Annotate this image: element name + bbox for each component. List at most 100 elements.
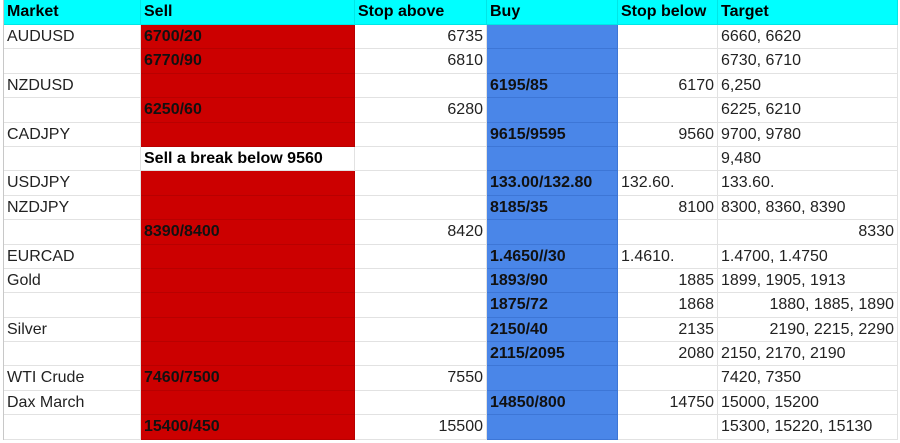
cell-buy[interactable] [487, 49, 618, 74]
cell-market[interactable] [4, 146, 141, 172]
cell-market[interactable]: Silver [4, 317, 141, 343]
cell-stop-below[interactable] [618, 220, 718, 245]
cell-stop-below[interactable]: 2080 [618, 342, 718, 367]
cell-target[interactable]: 6730, 6710 [718, 49, 898, 74]
cell-market[interactable] [4, 49, 141, 74]
cell-sell[interactable]: 8390/8400 [141, 220, 355, 245]
cell-target[interactable]: 2150, 2170, 2190 [718, 342, 898, 367]
header-stop-below[interactable]: Stop below [618, 0, 718, 25]
cell-target[interactable]: 2190, 2215, 2290 [718, 317, 898, 343]
cell-sell[interactable] [141, 342, 355, 367]
cell-sell[interactable] [141, 171, 355, 196]
cell-market[interactable] [4, 98, 141, 123]
cell-stop-below[interactable]: 9560 [618, 122, 718, 147]
cell-target[interactable]: 15000, 15200 [718, 390, 898, 416]
cell-target[interactable]: 1880, 1885, 1890 [718, 293, 898, 318]
cell-stop-below[interactable]: 132.60. [618, 171, 718, 196]
cell-target[interactable]: 9700, 9780 [718, 122, 898, 147]
cell-market[interactable]: NZDJPY [4, 195, 141, 221]
cell-target[interactable]: 15300, 15220, 15130 [718, 415, 898, 440]
cell-market[interactable]: CADJPY [4, 122, 141, 147]
header-target[interactable]: Target [718, 0, 898, 25]
cell-buy[interactable]: 2115/2095 [487, 342, 618, 367]
cell-target[interactable]: 133.60. [718, 171, 898, 196]
cell-sell[interactable]: 6250/60 [141, 98, 355, 123]
cell-buy[interactable]: 1875/72 [487, 293, 618, 318]
cell-buy[interactable]: 1.4650//30 [487, 244, 618, 269]
cell-stop-above[interactable]: 6735 [355, 25, 487, 50]
cell-stop-above[interactable] [355, 342, 487, 367]
cell-buy[interactable] [487, 98, 618, 123]
cell-buy[interactable]: 133.00/132.80 [487, 171, 618, 196]
cell-sell[interactable] [141, 122, 355, 147]
cell-stop-above[interactable] [355, 244, 487, 269]
header-market[interactable]: Market [4, 0, 141, 25]
header-stop-above[interactable]: Stop above [355, 0, 487, 25]
cell-sell[interactable] [141, 390, 355, 416]
cell-stop-below[interactable] [618, 98, 718, 123]
cell-target[interactable]: 9,480 [718, 146, 898, 172]
cell-sell[interactable] [141, 244, 355, 269]
cell-stop-above[interactable] [355, 293, 487, 318]
cell-market[interactable] [4, 293, 141, 318]
cell-buy[interactable]: 6195/85 [487, 73, 618, 99]
cell-stop-below[interactable]: 8100 [618, 195, 718, 221]
cell-stop-above[interactable]: 8420 [355, 220, 487, 245]
cell-stop-below[interactable]: 2135 [618, 317, 718, 343]
cell-stop-above[interactable] [355, 122, 487, 147]
cell-buy[interactable]: 8185/35 [487, 195, 618, 221]
cell-stop-below[interactable] [618, 25, 718, 50]
cell-market[interactable]: Gold [4, 268, 141, 294]
cell-sell[interactable]: 6770/90 [141, 49, 355, 74]
cell-buy[interactable] [487, 220, 618, 245]
cell-market[interactable]: WTI Crude [4, 366, 141, 391]
cell-market[interactable]: USDJPY [4, 171, 141, 196]
cell-sell[interactable] [141, 293, 355, 318]
cell-stop-above[interactable] [355, 171, 487, 196]
cell-target[interactable]: 8330 [718, 220, 898, 245]
cell-target[interactable]: 1.4700, 1.4750 [718, 244, 898, 269]
cell-buy[interactable] [487, 146, 618, 172]
cell-buy[interactable] [487, 25, 618, 50]
cell-target[interactable]: 6225, 6210 [718, 98, 898, 123]
cell-stop-below[interactable] [618, 49, 718, 74]
cell-market[interactable]: NZDUSD [4, 73, 141, 99]
cell-target[interactable]: 6,250 [718, 73, 898, 99]
header-sell[interactable]: Sell [141, 0, 355, 25]
cell-market[interactable] [4, 415, 141, 440]
cell-sell[interactable]: 6700/20 [141, 25, 355, 50]
cell-target[interactable]: 1899, 1905, 1913 [718, 268, 898, 294]
cell-market[interactable]: EURCAD [4, 244, 141, 269]
cell-buy[interactable]: 2150/40 [487, 317, 618, 343]
cell-market[interactable]: AUDUSD [4, 25, 141, 50]
cell-stop-above[interactable] [355, 317, 487, 343]
cell-sell[interactable]: 15400/450 [141, 415, 355, 440]
cell-stop-above[interactable]: 6810 [355, 49, 487, 74]
cell-sell[interactable] [141, 268, 355, 294]
cell-sell[interactable] [141, 73, 355, 99]
cell-buy[interactable] [487, 366, 618, 391]
cell-stop-above[interactable]: 15500 [355, 415, 487, 440]
cell-stop-above[interactable] [355, 73, 487, 99]
cell-buy[interactable]: 1893/90 [487, 268, 618, 294]
cell-buy[interactable]: 14850/800 [487, 390, 618, 416]
cell-stop-above[interactable]: 7550 [355, 366, 487, 391]
cell-sell[interactable] [141, 317, 355, 343]
cell-stop-below[interactable]: 1885 [618, 268, 718, 294]
cell-stop-above[interactable] [355, 268, 487, 294]
cell-stop-below[interactable]: 1868 [618, 293, 718, 318]
cell-stop-below[interactable] [618, 415, 718, 440]
cell-target[interactable]: 6660, 6620 [718, 25, 898, 50]
cell-stop-above[interactable]: 6280 [355, 98, 487, 123]
cell-stop-below[interactable]: 14750 [618, 390, 718, 416]
cell-market[interactable] [4, 220, 141, 245]
cell-buy[interactable] [487, 415, 618, 440]
cell-sell[interactable]: 7460/7500 [141, 366, 355, 391]
cell-stop-below[interactable]: 1.4610. [618, 244, 718, 269]
cell-stop-below[interactable] [618, 146, 718, 172]
cell-market[interactable]: Dax March [4, 390, 141, 416]
cell-stop-above[interactable] [355, 195, 487, 221]
cell-buy[interactable]: 9615/9595 [487, 122, 618, 147]
cell-stop-above[interactable] [355, 146, 487, 172]
cell-stop-below[interactable] [618, 366, 718, 391]
